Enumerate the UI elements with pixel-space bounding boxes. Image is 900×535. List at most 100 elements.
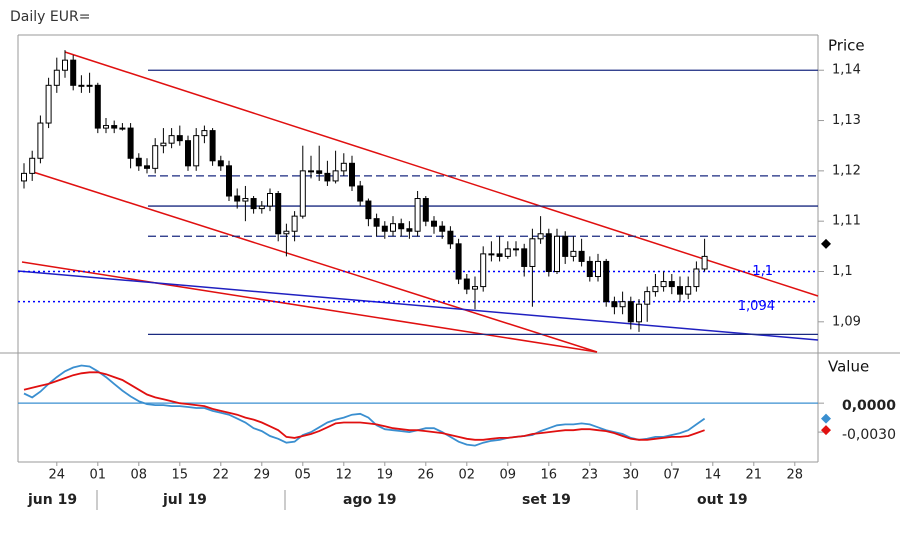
candle-body <box>135 157 142 167</box>
candle-body <box>250 198 257 210</box>
candle-body <box>463 278 470 290</box>
candle-body <box>152 145 159 169</box>
candle-body <box>636 303 642 323</box>
candle-body <box>127 127 134 159</box>
x-tick-label: 14 <box>705 468 722 483</box>
indicator-y-tick-label: 0,0000 <box>842 398 896 414</box>
candle-body <box>521 248 528 267</box>
candle-body <box>332 170 339 182</box>
candle-body <box>488 253 495 256</box>
x-tick-label: 09 <box>500 468 517 483</box>
candle-body <box>627 301 634 323</box>
candle-body <box>455 243 462 280</box>
candle-body <box>660 281 667 288</box>
current-price-marker <box>821 238 831 249</box>
candle-body <box>62 59 68 71</box>
candle-body <box>652 286 659 293</box>
candle-body <box>308 170 314 173</box>
x-tick-label: 07 <box>664 468 681 483</box>
indicator-y-tick-label: -0,0030 <box>842 427 896 443</box>
candle-body <box>209 130 216 162</box>
x-tick-label: 08 <box>131 468 148 483</box>
candle-body <box>439 225 446 232</box>
trend-lines <box>17 51 819 353</box>
x-tick-label: 15 <box>172 468 189 483</box>
candle-body <box>496 253 503 257</box>
candle-body <box>193 135 200 167</box>
month-label: jun 19 <box>27 492 77 508</box>
candle-body <box>619 301 626 308</box>
indicator-line <box>23 371 705 441</box>
x-tick-label: 30 <box>623 468 640 483</box>
x-tick-label: 05 <box>295 468 312 483</box>
candle-body <box>447 230 454 245</box>
candle-body <box>103 125 109 129</box>
candle-body <box>267 193 273 207</box>
candle-body <box>595 260 601 278</box>
trend-line <box>21 261 598 353</box>
x-tick-label: 02 <box>459 468 476 483</box>
x-tick-label: 21 <box>746 468 763 483</box>
x-tick-label: 29 <box>254 468 271 483</box>
candle-body <box>168 135 175 144</box>
candle-body <box>545 233 552 272</box>
indicator-line <box>23 364 706 447</box>
month-label: out 19 <box>697 492 748 508</box>
month-label: set 19 <box>522 492 571 508</box>
candle-body <box>201 130 208 137</box>
chart-title: Daily EUR= <box>10 9 90 25</box>
candle-body <box>357 185 364 202</box>
candle-body <box>119 127 126 130</box>
frame <box>0 34 900 510</box>
candle-body <box>226 165 232 197</box>
candle-body <box>373 218 380 227</box>
candle-body <box>381 225 388 232</box>
candle-body <box>554 235 560 272</box>
candle-body <box>45 84 52 124</box>
candle-body <box>603 260 610 303</box>
trend-line <box>64 51 819 297</box>
price-axis-title: Price <box>828 37 865 55</box>
x-tick-label: 26 <box>418 468 435 483</box>
x-tick-label: 19 <box>377 468 394 483</box>
candle-body <box>144 165 150 169</box>
candle-body <box>504 248 511 257</box>
candle-body <box>111 125 118 129</box>
candle-body <box>324 172 331 182</box>
candle-body <box>70 59 77 86</box>
candle-body <box>668 281 675 288</box>
candle-body <box>562 235 569 257</box>
candle-body <box>644 291 651 305</box>
y-tick-label: 1,1 <box>832 264 853 279</box>
x-tick-label: 16 <box>541 468 558 483</box>
indicator-last-marker <box>821 425 831 436</box>
trend-line <box>29 170 598 353</box>
candle-body <box>431 220 437 227</box>
candle-body <box>176 135 183 142</box>
candle-body <box>21 172 27 182</box>
y-tick-label: 1,11 <box>832 214 861 229</box>
candle-body <box>299 170 306 217</box>
candle-body <box>406 228 413 232</box>
x-tick-label: 12 <box>336 468 353 483</box>
candle-body <box>578 250 585 262</box>
y-tick-label: 1,12 <box>832 163 861 178</box>
candle-body <box>677 286 683 295</box>
x-tick-label: 24 <box>49 468 66 483</box>
candle-body <box>160 142 167 147</box>
candle-body <box>86 84 93 87</box>
x-tick-label: 23 <box>582 468 599 483</box>
candle-body <box>701 255 708 270</box>
candle-body <box>611 301 618 308</box>
candle-body <box>570 250 577 257</box>
candle-body <box>78 84 85 87</box>
candle-body <box>529 238 536 267</box>
indicator-last-marker <box>821 413 831 424</box>
candle-body <box>513 248 519 251</box>
x-tick-label: 28 <box>787 468 804 483</box>
level-label: 1,1 <box>752 264 773 279</box>
candle-body <box>693 268 700 288</box>
candle-body <box>242 198 249 202</box>
candle-body <box>365 200 372 220</box>
